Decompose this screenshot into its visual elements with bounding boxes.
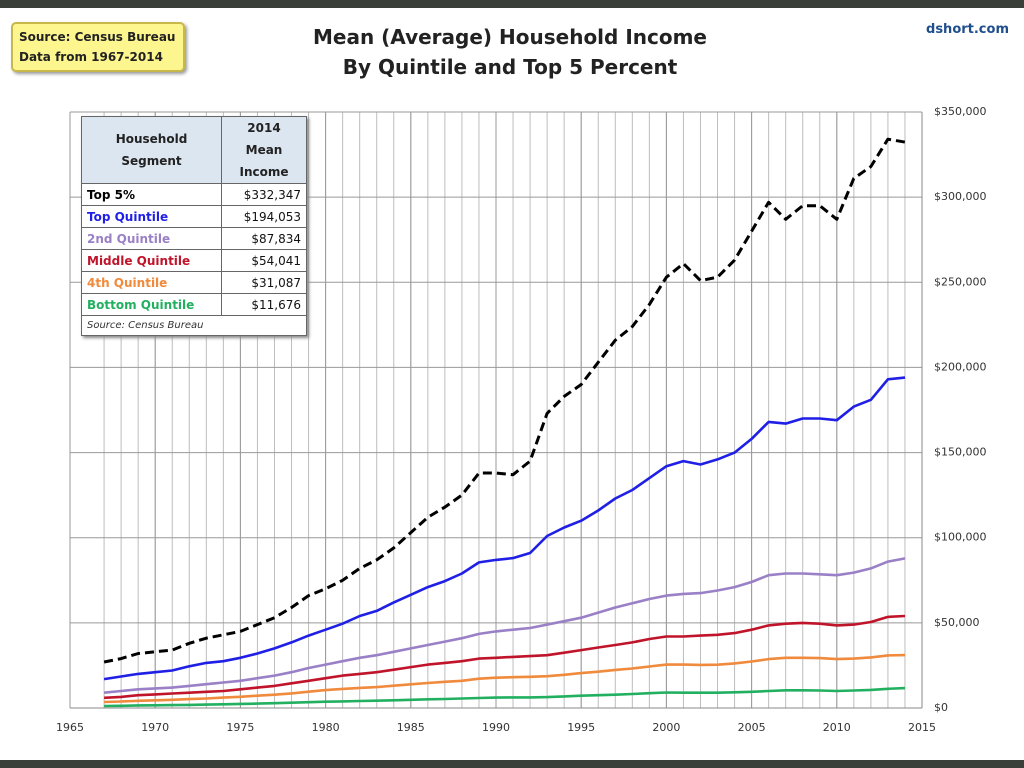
segment-income: $194,053	[221, 205, 307, 228]
segment-name: Bottom Quintile	[81, 293, 222, 316]
x-tick-label: 2015	[908, 721, 936, 734]
y-tick-label: $50,000	[934, 616, 980, 629]
y-tick-label: $250,000	[934, 275, 987, 288]
source-line: Data from 1967-2014	[19, 50, 163, 64]
segment-income: $54,041	[221, 249, 307, 272]
segment-name: 2nd Quintile	[81, 227, 222, 250]
table-source: Source: Census Bureau	[81, 315, 307, 336]
chart-title: Mean (Average) Household Income	[313, 25, 707, 49]
table-header: Household Segment	[81, 116, 222, 184]
watermark: dshort.com	[926, 22, 1009, 37]
x-tick-label: 1965	[56, 721, 84, 734]
chart-subtitle: By Quintile and Top 5 Percent	[342, 55, 678, 79]
bottom-border	[0, 760, 1024, 768]
source-note: Source: Census Bureau Data from 1967-201…	[11, 22, 185, 72]
segment-income: $31,087	[221, 271, 307, 294]
top-border	[0, 0, 1024, 8]
segment-name: Top 5%	[81, 183, 222, 206]
table-row: Bottom Quintile $11,676	[81, 293, 307, 316]
table-row: Middle Quintile $54,041	[81, 249, 307, 272]
y-tick-label: $150,000	[934, 446, 987, 459]
x-tick-label: 2010	[823, 721, 851, 734]
source-line: Source: Census Bureau	[19, 30, 176, 44]
x-tick-label: 1985	[397, 721, 425, 734]
x-tick-label: 1970	[141, 721, 169, 734]
table-header: 2014 Mean Income	[221, 116, 307, 184]
y-tick-label: $200,000	[934, 360, 987, 373]
title-block: Mean (Average) Household Income By Quint…	[250, 22, 770, 82]
segment-name: Middle Quintile	[81, 249, 222, 272]
table-row: Source: Census Bureau	[81, 315, 307, 336]
x-tick-label: 2000	[652, 721, 680, 734]
y-tick-label: $300,000	[934, 190, 987, 203]
series-line	[103, 137, 906, 664]
x-tick-label: 1980	[312, 721, 340, 734]
x-tick-label: 1990	[482, 721, 510, 734]
table-row: 2nd Quintile $87,834	[81, 227, 307, 250]
segment-income: $11,676	[221, 293, 307, 316]
series-line	[104, 686, 906, 708]
table-row: Top Quintile $194,053	[81, 205, 307, 228]
series-line	[103, 376, 906, 681]
segment-income: $332,347	[221, 183, 307, 206]
table-row: Top 5% $332,347	[81, 183, 307, 206]
y-tick-label: $350,000	[934, 105, 987, 118]
y-tick-label: $100,000	[934, 531, 987, 544]
y-tick-label: $0	[934, 701, 948, 714]
legend-table: Household Segment 2014 Mean Income Top 5%…	[81, 116, 307, 336]
x-tick-label: 1995	[567, 721, 595, 734]
segment-name: Top Quintile	[81, 205, 222, 228]
series-line	[104, 614, 906, 700]
x-tick-label: 2005	[738, 721, 766, 734]
segment-income: $87,834	[221, 227, 307, 250]
table-row: 4th Quintile $31,087	[81, 271, 307, 294]
segment-name: 4th Quintile	[81, 271, 222, 294]
series-line	[104, 653, 906, 704]
series-line	[103, 557, 906, 694]
x-tick-label: 1975	[226, 721, 254, 734]
